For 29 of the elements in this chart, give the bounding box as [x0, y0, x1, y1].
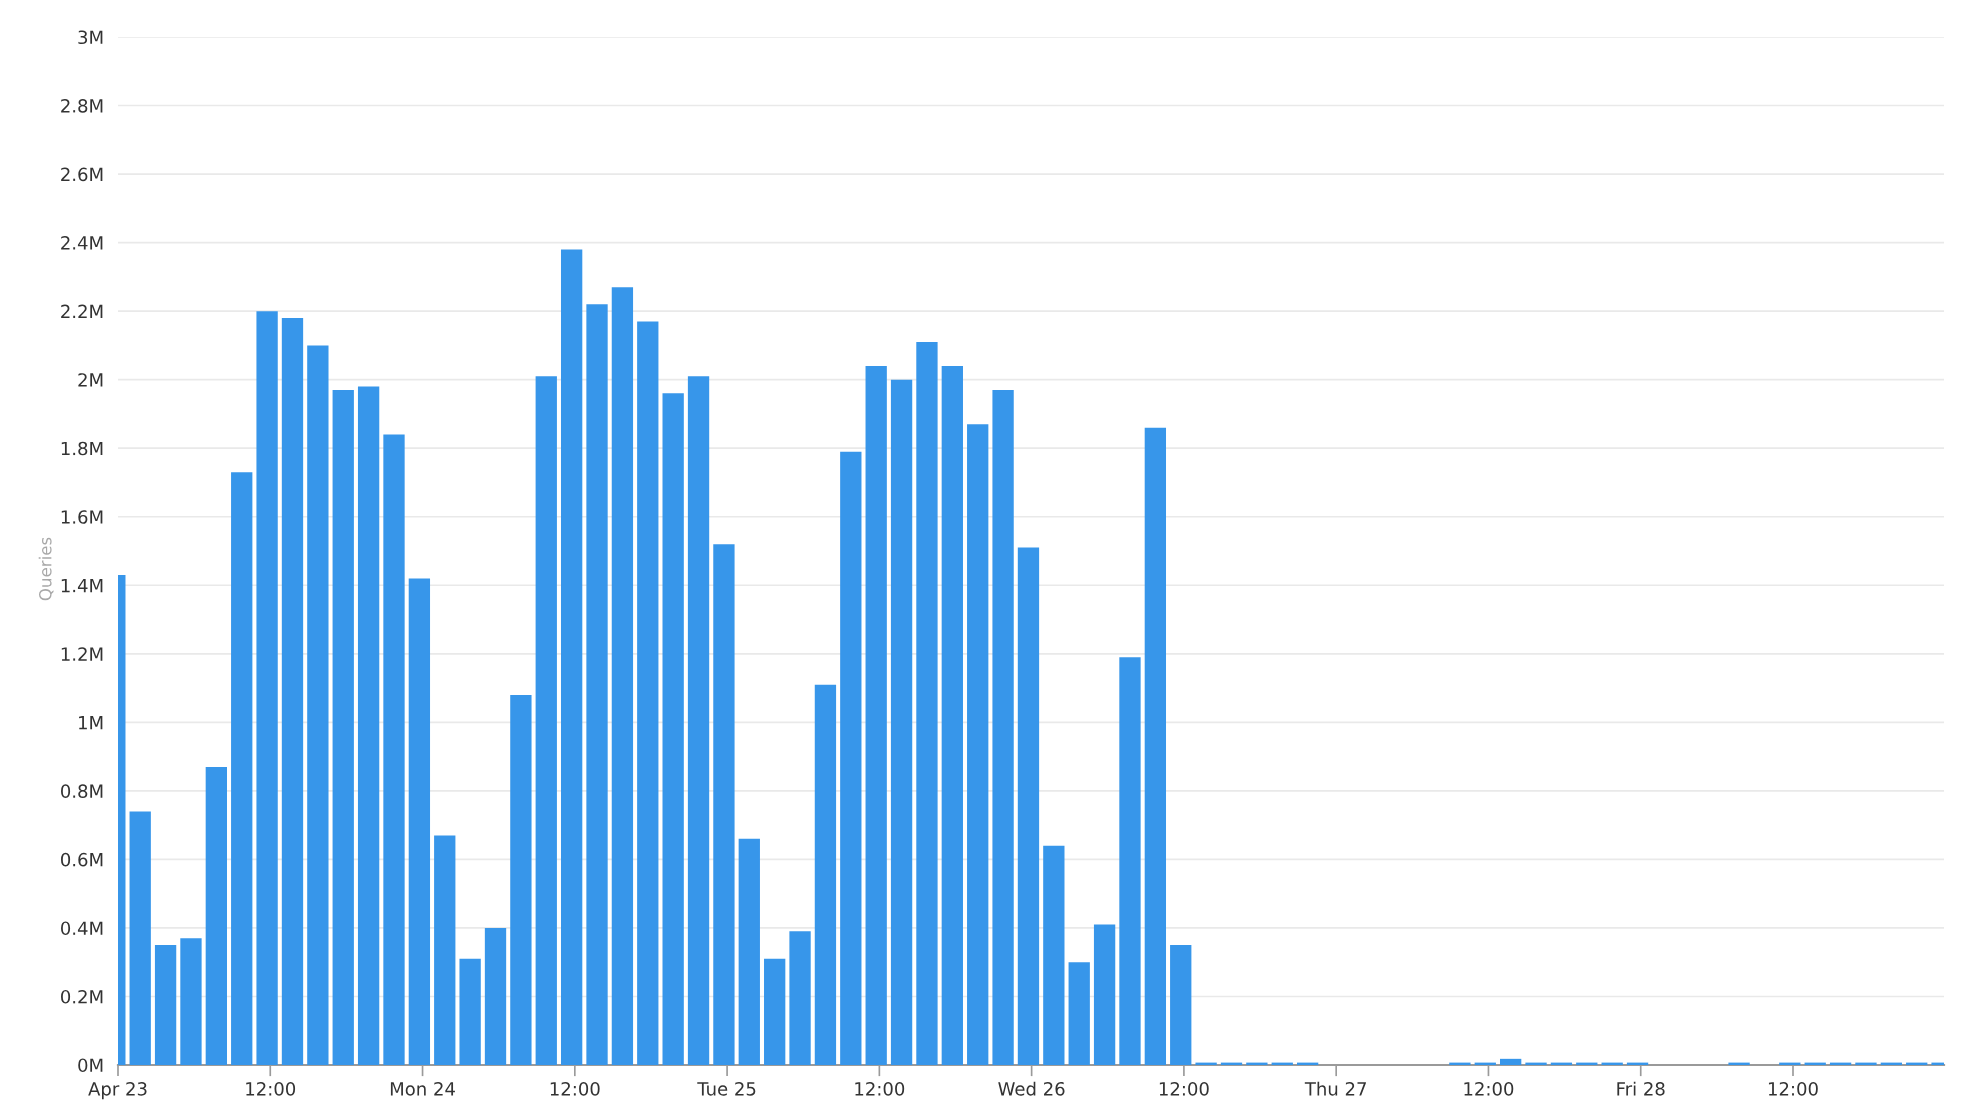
y-tick-label: 2.8M — [61, 98, 103, 113]
y-axis-title: Queries — [38, 537, 54, 601]
y-tick-label: 0.4M — [61, 921, 103, 936]
x-tick-label: 12:00 — [1159, 1081, 1209, 1096]
x-tick-label: Fri 28 — [1617, 1081, 1665, 1096]
x-tick-label: Mon 24 — [390, 1081, 455, 1096]
y-tick-label: 2M — [78, 373, 103, 387]
y-tick-label: 1.6M — [61, 510, 103, 524]
x-tick-label: 12:00 — [1464, 1081, 1514, 1096]
y-tick-label: 1.2M — [61, 647, 103, 661]
x-tick-label: 12:00 — [550, 1081, 600, 1096]
y-tick-label: 1.4M — [61, 578, 103, 593]
y-tick-label: 1M — [79, 716, 103, 730]
y-tick-label: 1.8M — [61, 441, 103, 456]
x-tick-label: Thu 27 — [1304, 1081, 1366, 1096]
y-tick-label: 2.4M — [61, 236, 103, 250]
y-tick-label: 0.8M — [61, 784, 103, 798]
y-tick-label: 2.2M — [61, 304, 103, 318]
x-tick-label: Tue 25 — [697, 1081, 756, 1096]
y-tick-label: 0.2M — [61, 989, 103, 1004]
x-tick-label: 12:00 — [1768, 1081, 1818, 1096]
x-tick-label: 12:00 — [855, 1081, 905, 1096]
x-tick-label: 12:00 — [246, 1081, 296, 1096]
y-tick-label: 2.6M — [61, 167, 103, 182]
y-tick-label: 0.6M — [61, 852, 103, 867]
x-tick-label: Apr 23 — [88, 1081, 147, 1100]
y-tick-label: 0M — [78, 1058, 103, 1073]
x-tick-label: Wed 26 — [998, 1081, 1065, 1096]
y-tick-label: 3M — [78, 30, 103, 45]
